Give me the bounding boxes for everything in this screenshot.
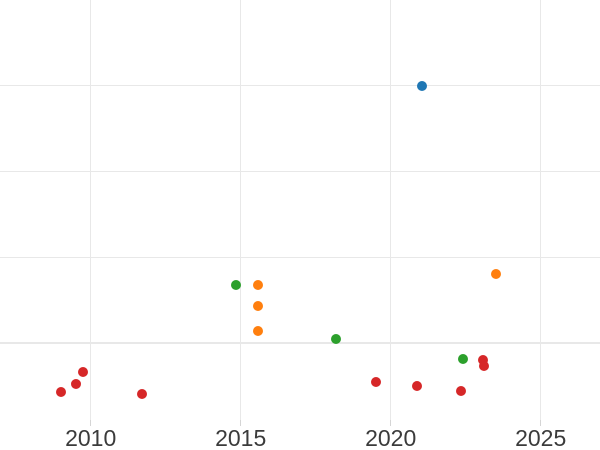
x-axis-tick bbox=[389, 420, 392, 426]
x-axis-tick-label: 2025 bbox=[515, 425, 567, 450]
series-orange-point bbox=[253, 326, 263, 336]
series-blue-point bbox=[417, 81, 427, 91]
x-axis-tick-label: 2015 bbox=[215, 425, 267, 450]
series-red-point bbox=[478, 355, 488, 365]
x-axis-tick-label: 2010 bbox=[65, 425, 117, 450]
series-orange-point bbox=[253, 301, 263, 311]
vertical-gridline bbox=[239, 0, 242, 420]
series-red-point bbox=[71, 379, 81, 389]
vertical-gridline bbox=[539, 0, 542, 420]
series-green-point bbox=[331, 334, 341, 344]
vertical-gridline bbox=[389, 0, 392, 420]
series-red-point bbox=[479, 361, 489, 371]
series-red-point bbox=[371, 377, 381, 387]
x-axis-tick bbox=[89, 420, 92, 426]
x-axis-tick-label: 2020 bbox=[365, 425, 417, 450]
series-red-point bbox=[56, 387, 66, 397]
series-orange-point bbox=[491, 269, 501, 279]
x-axis-tick bbox=[539, 420, 542, 426]
series-red-point bbox=[456, 386, 466, 396]
series-red-point bbox=[412, 381, 422, 391]
series-green-point bbox=[231, 280, 241, 290]
series-red-point bbox=[78, 367, 88, 377]
series-orange-point bbox=[253, 280, 263, 290]
horizontal-gridline bbox=[0, 170, 600, 173]
vertical-gridline bbox=[89, 0, 92, 420]
horizontal-gridline bbox=[0, 84, 600, 87]
series-red-point bbox=[137, 389, 147, 399]
series-green-point bbox=[458, 354, 468, 364]
horizontal-gridline bbox=[0, 256, 600, 259]
horizontal-gridline bbox=[0, 342, 600, 344]
x-axis-tick bbox=[239, 420, 242, 426]
